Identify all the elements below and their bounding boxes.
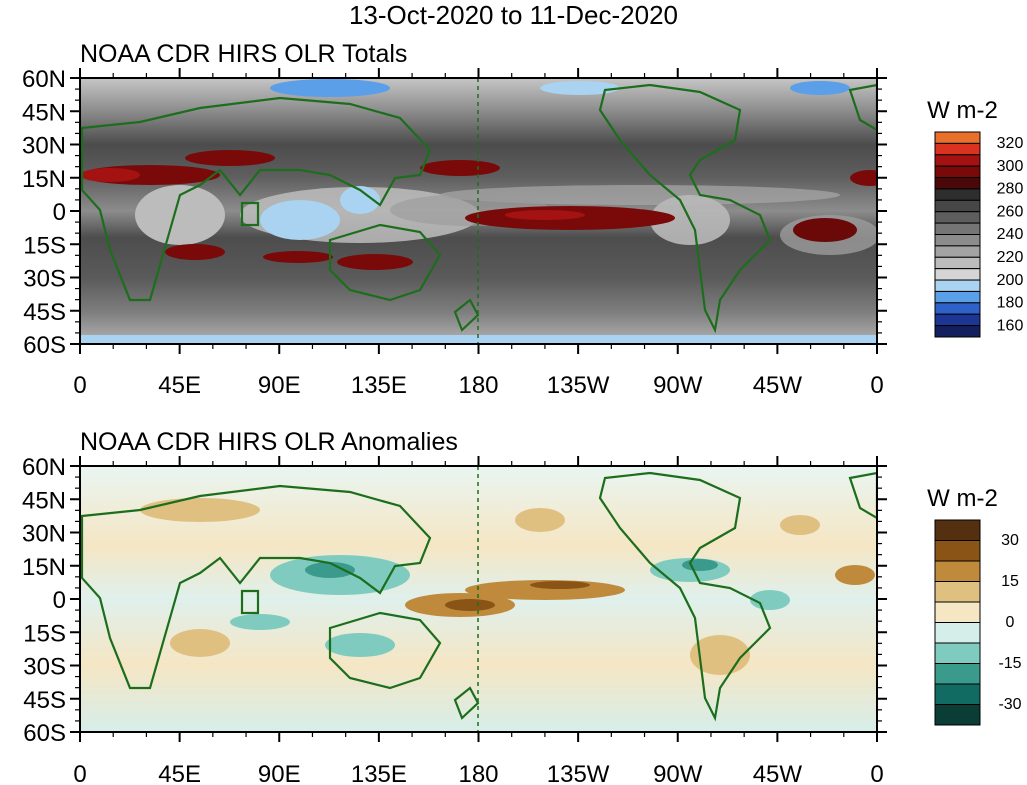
anomalies-colorbar-label: 0 — [1006, 614, 1015, 631]
anomalies-colorbar-label: 15 — [1001, 573, 1019, 590]
totals-colorbar-label: 200 — [997, 272, 1024, 289]
totals-colorbar-label: 280 — [997, 181, 1024, 198]
totals-colorbar-swatch — [934, 211, 981, 224]
totals-colorbar-swatch — [934, 325, 981, 338]
anomalies-colorbar-label: -30 — [998, 696, 1021, 713]
totals-colorbar-swatch — [934, 199, 981, 213]
anomalies-colorbar-swatch — [934, 642, 981, 664]
totals-colorbar-swatch — [934, 302, 981, 315]
anom-x-tick-label: 0 — [73, 761, 86, 785]
totals-colorbar-swatch — [934, 268, 981, 281]
anom-x-tick-label: 90E — [258, 761, 301, 785]
totals-y-tick-label: 15N — [22, 166, 66, 193]
totals-x-tick-label: 135W — [547, 372, 610, 399]
anomalies-colorbar-swatch — [934, 663, 981, 685]
totals-x-tick-label: 0 — [73, 372, 86, 399]
totals-colorbar-swatch — [934, 256, 981, 270]
totals-y-tick-label: 30N — [22, 133, 66, 160]
totals-x-tick-label: 180 — [458, 372, 498, 399]
anom-x-tick-label: 45W — [753, 761, 803, 785]
anom-x-tick-label: 45E — [158, 761, 201, 785]
totals-y-tick-label: 30S — [23, 266, 66, 293]
totals-colorbar-swatch — [934, 245, 981, 258]
anom-y-tick-label: 15S — [23, 620, 66, 647]
totals-y-tick-label: 15S — [23, 232, 66, 259]
totals-map — [80, 78, 877, 344]
anomalies-colorbar: W m-2 30 15 0 -15 -30 — [927, 485, 1022, 726]
anomalies-colorbar-swatch — [934, 540, 981, 562]
totals-y-tick-label: 60S — [23, 332, 66, 359]
totals-colorbar-swatch — [934, 142, 981, 156]
totals-panel-title: NOAA CDR HIRS OLR Totals — [80, 40, 408, 68]
totals-colorbar-swatch — [934, 234, 981, 247]
anomalies-colorbar-swatch — [934, 601, 981, 623]
totals-colorbar-swatch — [934, 154, 981, 167]
totals-colorbar-label: 240 — [997, 226, 1024, 243]
totals-colorbar-label: 260 — [997, 203, 1024, 220]
anom-y-tick-label: 45S — [23, 687, 66, 714]
anomalies-colorbar-swatch — [934, 581, 981, 603]
totals-colorbar-swatch — [934, 131, 981, 144]
anom-y-tick-label: 30S — [23, 654, 66, 681]
totals-x-tick-label: 135E — [351, 372, 407, 399]
totals-colorbar: W m-2 320 300 280 260 240 220 200 180 160 — [927, 97, 1024, 338]
anom-y-tick-label: 0 — [53, 587, 66, 614]
anomalies-colorbar-swatch — [934, 704, 981, 726]
totals-colorbar-swatch — [934, 290, 981, 304]
anomalies-colorbar-label: 30 — [1001, 532, 1019, 549]
anom-x-tick-label: 90W — [653, 761, 703, 785]
totals-colorbar-label: 160 — [997, 317, 1024, 334]
totals-colorbar-swatch — [934, 222, 981, 236]
totals-y-tick-label: 45S — [23, 299, 66, 326]
anom-x-tick-label: 135W — [547, 761, 610, 785]
totals-x-tick-label: 0 — [870, 372, 883, 399]
totals-x-tick-label: 45W — [753, 372, 803, 399]
totals-colorbar-label: 300 — [997, 158, 1024, 175]
totals-colorbar-label: 320 — [997, 135, 1024, 152]
totals-colorbar-swatch — [934, 313, 981, 327]
totals-y-tick-label: 60N — [22, 66, 66, 93]
anom-x-tick-label: 180 — [458, 761, 498, 785]
totals-x-tick-label: 90W — [653, 372, 703, 399]
totals-y-tick-label: 0 — [53, 199, 66, 226]
anom-y-tick-label: 15N — [22, 554, 66, 581]
anomalies-colorbar-swatch — [934, 519, 981, 541]
totals-x-tick-label: 90E — [258, 372, 301, 399]
totals-colorbar-title: W m-2 — [927, 97, 998, 124]
anomalies-colorbar-swatch — [934, 683, 981, 705]
anom-y-tick-label: 30N — [22, 521, 66, 548]
totals-colorbar-swatch — [934, 279, 981, 292]
anom-y-tick-label: 60S — [23, 720, 66, 747]
anomalies-colorbar-swatch — [934, 560, 981, 582]
anom-y-tick-label: 45N — [22, 487, 66, 514]
anom-x-tick-label: 0 — [870, 761, 883, 785]
anom-x-tick-label: 135E — [351, 761, 407, 785]
totals-colorbar-swatch — [934, 165, 981, 179]
totals-y-tick-label: 45N — [22, 99, 66, 126]
totals-colorbar-label: 180 — [997, 295, 1024, 312]
figure-title: 13-Oct-2020 to 11-Dec-2020 — [348, 0, 679, 30]
anomalies-colorbar-swatch — [934, 622, 981, 644]
anomalies-panel-title: NOAA CDR HIRS OLR Anomalies — [80, 428, 458, 456]
totals-colorbar-label: 220 — [997, 249, 1024, 266]
totals-colorbar-swatch — [934, 177, 981, 190]
totals-x-tick-label: 45E — [158, 372, 201, 399]
anomalies-colorbar-label: -15 — [998, 655, 1021, 672]
anomalies-colorbar-title: W m-2 — [927, 485, 998, 512]
anomalies-map — [80, 466, 877, 732]
totals-colorbar-swatch — [934, 188, 981, 201]
anom-y-tick-label: 60N — [22, 454, 66, 481]
